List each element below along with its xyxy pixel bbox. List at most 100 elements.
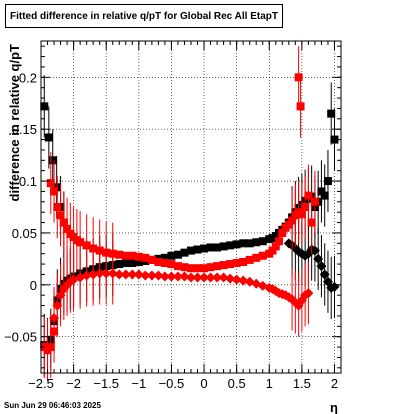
data-point xyxy=(199,272,210,283)
data-point xyxy=(218,272,229,283)
x-tick-label: −0.5 xyxy=(159,376,185,391)
data-point xyxy=(160,253,169,262)
data-point xyxy=(317,187,326,196)
x-tick-label: −1.5 xyxy=(93,376,119,391)
data-point xyxy=(173,250,182,259)
data-point xyxy=(307,218,316,227)
data-point xyxy=(275,237,284,246)
data-point xyxy=(186,272,196,283)
datestamp: Sun Jun 29 06:46:03 2025 xyxy=(4,401,101,410)
data-point xyxy=(46,343,55,352)
x-tick-label: 0.5 xyxy=(228,376,246,391)
data-point xyxy=(173,262,182,271)
data-point xyxy=(309,245,320,256)
data-point xyxy=(213,262,222,271)
data-point xyxy=(320,191,329,200)
data-point xyxy=(52,300,63,311)
data-point xyxy=(313,253,324,264)
data-point xyxy=(114,269,125,280)
data-point xyxy=(167,251,176,260)
data-point xyxy=(94,268,105,279)
data-point xyxy=(49,313,60,324)
series-1 xyxy=(283,214,340,320)
data-point xyxy=(81,270,92,281)
series-0 xyxy=(40,75,339,381)
x-tick-label: −2.5 xyxy=(28,376,54,391)
data-point xyxy=(213,243,222,252)
data-point xyxy=(206,263,215,272)
y-tick-label: 0 xyxy=(30,278,37,293)
x-tick-label: 1.5 xyxy=(293,376,311,391)
data-point xyxy=(59,218,68,227)
data-point xyxy=(239,257,248,266)
data-point xyxy=(134,252,143,261)
data-point xyxy=(180,263,189,272)
x-tick-label: −2 xyxy=(66,376,81,391)
data-point xyxy=(296,102,305,111)
data-point xyxy=(301,203,310,211)
series-3 xyxy=(49,242,314,350)
data-point xyxy=(167,260,176,269)
data-point xyxy=(231,274,242,285)
data-point xyxy=(297,210,306,219)
data-point xyxy=(101,268,112,279)
data-point xyxy=(160,259,169,268)
x-tick-label: 0 xyxy=(200,376,207,391)
data-point xyxy=(154,257,163,266)
data-point xyxy=(121,251,130,260)
data-point xyxy=(180,248,189,257)
data-point xyxy=(56,211,65,220)
data-point xyxy=(153,270,164,281)
data-point xyxy=(179,271,190,282)
data-point xyxy=(48,156,57,165)
x-axis-label: η xyxy=(330,400,338,414)
x-tick-label: 1 xyxy=(266,376,273,391)
data-point xyxy=(258,237,267,246)
data-point xyxy=(192,272,203,283)
data-point xyxy=(284,220,293,229)
data-point xyxy=(40,102,49,111)
data-point xyxy=(252,238,261,247)
x-tick-label: 2 xyxy=(331,376,338,391)
data-point xyxy=(76,238,85,247)
data-point xyxy=(193,245,202,254)
data-point xyxy=(121,259,130,268)
data-point xyxy=(219,242,228,251)
data-point xyxy=(245,239,254,248)
y-tick-label: 0.05 xyxy=(12,226,37,241)
y-axis-label: difference in relative q/pT xyxy=(7,44,22,202)
data-point xyxy=(205,272,216,283)
data-point xyxy=(252,253,261,262)
data-point xyxy=(271,242,280,251)
y-tick-label: 0.1 xyxy=(19,174,37,189)
data-point xyxy=(52,183,61,192)
data-point xyxy=(310,197,319,206)
data-point xyxy=(323,177,332,186)
y-tick-label: 0.2 xyxy=(19,70,37,85)
axes: −2.5 −2 −1.5 −1 −0.5 0 0.5 1 1.5 2 −0.05 0 0.05 0.1 0.… xyxy=(4,41,342,391)
data-point xyxy=(226,241,235,250)
data-point xyxy=(258,251,267,260)
data-point xyxy=(128,259,137,268)
data-point xyxy=(232,240,241,249)
data-point xyxy=(133,269,144,280)
data-point xyxy=(200,244,209,253)
data-point xyxy=(107,268,118,279)
data-point xyxy=(127,269,138,280)
data-point xyxy=(50,187,59,196)
data-point xyxy=(146,270,157,281)
data-point xyxy=(200,264,209,273)
data-point xyxy=(225,273,236,284)
data-point xyxy=(245,255,254,264)
data-point xyxy=(294,73,303,82)
data-point xyxy=(88,269,99,280)
data-point xyxy=(166,271,177,282)
data-point xyxy=(303,288,314,299)
series-2 xyxy=(40,46,319,382)
data-point xyxy=(187,246,195,255)
data-point xyxy=(226,260,235,269)
data-points xyxy=(40,46,340,382)
x-tick-label: −1 xyxy=(131,376,146,391)
data-point xyxy=(159,271,170,282)
data-point xyxy=(278,228,287,237)
